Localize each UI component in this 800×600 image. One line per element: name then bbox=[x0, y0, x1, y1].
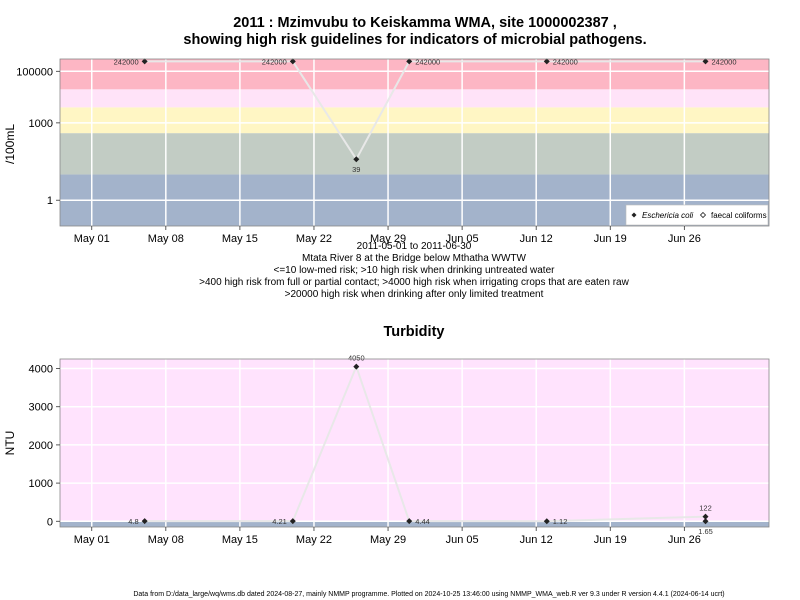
data-point bbox=[702, 513, 709, 520]
guideline-note: <=10 low-med risk; >10 high risk when dr… bbox=[274, 265, 556, 276]
legend: Eschericia coli faecal coliforms bbox=[625, 204, 769, 226]
data-label: 242000 bbox=[262, 57, 287, 66]
data-label: 4.21 bbox=[272, 517, 287, 526]
y-tick-label: 2000 bbox=[29, 440, 53, 452]
data-point bbox=[543, 518, 550, 525]
guideline-note: >400 high risk from full or partial cont… bbox=[199, 277, 629, 288]
y-axis-label: /100mL bbox=[3, 124, 17, 164]
data-point bbox=[406, 518, 413, 525]
chart-title: 2011 : Mzimvubu to Keiskamma WMA, site 1… bbox=[233, 15, 617, 31]
x-axis: May 01 May 08 May 15 May 22 May 29 Jun 05 Jun … bbox=[74, 527, 701, 546]
legend-marker-filled-diamond bbox=[631, 212, 637, 218]
y-axis-label: NTU bbox=[3, 431, 17, 456]
data-labels: 4.8 4.21 4050 4.44 1.12 122 1.65 bbox=[128, 354, 713, 537]
x-tick-label: Jun 12 bbox=[520, 233, 553, 245]
plot-frame bbox=[59, 358, 770, 528]
y-tick-label: 1000 bbox=[29, 118, 53, 130]
series-line bbox=[144, 60, 706, 162]
x-tick-label: Jun 26 bbox=[668, 534, 701, 546]
data-label: 242000 bbox=[553, 57, 578, 66]
x-tick-label: Jun 12 bbox=[520, 534, 553, 546]
legend-box bbox=[625, 204, 769, 226]
data-label: 4050 bbox=[348, 354, 365, 363]
y-tick-label: 3000 bbox=[29, 402, 53, 414]
risk-band bbox=[60, 89, 769, 108]
x-tick-label: May 08 bbox=[148, 233, 184, 245]
x-tick-label: May 08 bbox=[148, 534, 184, 546]
y-tick-label: 100000 bbox=[16, 66, 53, 78]
risk-band bbox=[60, 359, 769, 522]
footer-note: Data from D:/data_large/wq/wms.db dated … bbox=[133, 591, 724, 598]
chart-notes: 2011-05-01 to 2011-06-30 Mtata River 8 a… bbox=[199, 241, 629, 300]
data-point bbox=[141, 518, 148, 525]
data-point bbox=[406, 58, 413, 65]
x-tick-label: May 15 bbox=[222, 233, 258, 245]
y-tick-label: 4000 bbox=[29, 364, 53, 376]
risk-band bbox=[60, 521, 769, 527]
x-tick-label: May 22 bbox=[296, 233, 332, 245]
x-tick-label: May 01 bbox=[74, 233, 110, 245]
risk-band bbox=[60, 107, 769, 134]
data-labels: 242000 242000 39 242000 242000 242000 bbox=[114, 57, 737, 174]
legend-label: faecal coliforms bbox=[711, 211, 767, 220]
x-tick-label: Jun 05 bbox=[446, 534, 479, 546]
data-point bbox=[702, 518, 709, 525]
date-range-note: 2011-05-01 to 2011-06-30 bbox=[357, 241, 472, 252]
data-points bbox=[141, 58, 709, 163]
x-tick-label: May 29 bbox=[370, 233, 406, 245]
x-tick-label: May 29 bbox=[370, 534, 406, 546]
risk-band bbox=[60, 59, 769, 90]
data-line bbox=[144, 60, 706, 162]
turbidity-title: Turbidity bbox=[384, 324, 445, 340]
data-points bbox=[141, 363, 709, 525]
data-point bbox=[543, 58, 550, 65]
x-tick-label: Jun 05 bbox=[446, 233, 479, 245]
data-label: 242000 bbox=[415, 57, 440, 66]
x-tick-label: Jun 19 bbox=[594, 233, 627, 245]
data-point bbox=[353, 363, 360, 370]
x-tick-label: May 22 bbox=[296, 534, 332, 546]
risk-bands bbox=[60, 59, 769, 226]
x-tick-label: Jun 26 bbox=[668, 233, 701, 245]
data-label: 4.8 bbox=[128, 517, 138, 526]
legend-label: Eschericia coli bbox=[642, 211, 693, 220]
data-label: 242000 bbox=[712, 57, 737, 66]
y-tick-label: 1 bbox=[47, 195, 53, 207]
data-point bbox=[702, 58, 709, 65]
risk-bands bbox=[60, 359, 769, 527]
x-tick-label: May 15 bbox=[222, 534, 258, 546]
site-note: Mtata River 8 at the Bridge below Mthath… bbox=[302, 253, 527, 264]
risk-band bbox=[60, 133, 769, 175]
x-axis: May 01 May 08 May 15 May 22 May 29 Jun 05 Jun … bbox=[74, 226, 701, 245]
data-label: 242000 bbox=[114, 57, 139, 66]
guideline-note: >20000 high risk when drinking after onl… bbox=[285, 289, 544, 300]
chart-subtitle: showing high risk guidelines for indicat… bbox=[183, 32, 646, 48]
data-label: 1.65 bbox=[698, 527, 713, 536]
data-label: 1.12 bbox=[553, 517, 568, 526]
legend-marker-open-diamond bbox=[699, 211, 707, 219]
data-label: 4.44 bbox=[415, 517, 430, 526]
data-point bbox=[289, 518, 296, 525]
data-point bbox=[141, 58, 148, 65]
data-label: 39 bbox=[352, 165, 360, 174]
grid-lines bbox=[60, 59, 769, 226]
y-tick-label: 1000 bbox=[29, 478, 53, 490]
y-axis: 1 1000 100000 bbox=[16, 66, 60, 207]
plot-frame bbox=[59, 58, 770, 227]
data-point bbox=[289, 58, 296, 65]
x-tick-label: May 01 bbox=[74, 534, 110, 546]
data-point bbox=[353, 156, 360, 163]
y-tick-label: 0 bbox=[47, 516, 53, 528]
y-axis: 0 1000 2000 3000 4000 bbox=[29, 364, 60, 528]
data-label: 122 bbox=[699, 504, 712, 513]
x-tick-label: Jun 19 bbox=[594, 534, 627, 546]
